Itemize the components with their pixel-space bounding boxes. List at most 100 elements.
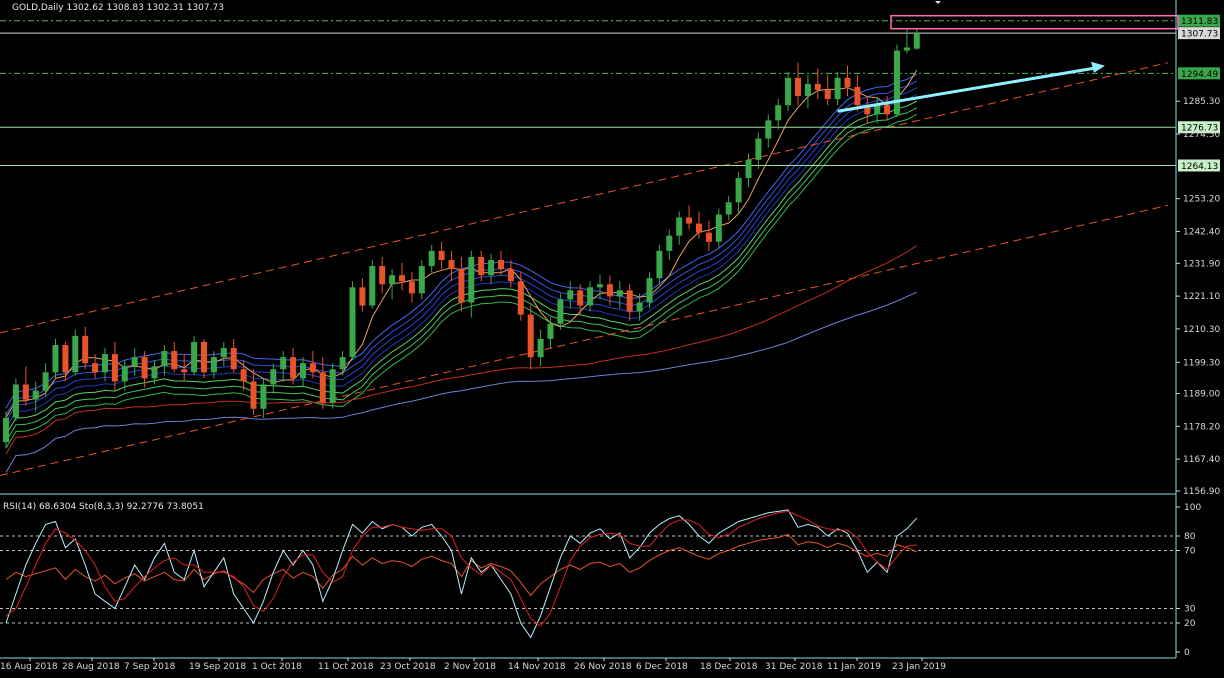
level-tag-label: 1294.49: [1181, 70, 1218, 80]
candle-body: [22, 384, 29, 400]
candle-body: [547, 323, 554, 339]
candle-body: [735, 178, 742, 203]
level-tag-label: 1307.73: [1181, 30, 1218, 40]
candle-body: [201, 341, 207, 373]
time-tick-label: 16 Aug 2018: [0, 662, 58, 672]
candle-body: [616, 290, 623, 297]
level-tag-bg: [1178, 14, 1220, 27]
candle-body: [210, 357, 217, 373]
time-tick-label: 18 Dec 2018: [700, 662, 758, 672]
level-tag-bg: [1178, 159, 1220, 172]
time-tick-label: 26 Nov 2018: [574, 662, 632, 672]
price-tick-label: 1221.10: [1183, 292, 1220, 302]
candle-body: [141, 357, 148, 379]
time-tick-label: 19 Sep 2018: [189, 662, 246, 672]
candle-body: [874, 105, 881, 115]
candle-body: [814, 83, 821, 90]
oscillator-panel: 100 80 70 30 20 0: [0, 503, 1201, 658]
price-tick-label: 1199.30: [1183, 358, 1220, 368]
candle-body: [428, 250, 435, 267]
scroll-marker-icon: [935, 1, 941, 4]
price-tick-label: 1189.00: [1183, 390, 1220, 400]
candle-body: [577, 290, 584, 306]
candle-body: [804, 83, 811, 97]
level-tag-bg: [1178, 121, 1220, 134]
candle-body: [290, 357, 297, 379]
candle-body: [913, 33, 920, 49]
osc-tick-label: 0: [1184, 648, 1190, 658]
candle-body: [795, 77, 801, 97]
candle-body: [884, 105, 891, 115]
candle-body: [527, 314, 534, 358]
time-tick-label: 14 Nov 2018: [508, 662, 566, 672]
osc-series-line: [5, 510, 917, 627]
candle-body: [824, 89, 831, 100]
candle-body: [725, 202, 732, 215]
time-tick-label: 28 Aug 2018: [62, 662, 120, 672]
candle-body: [686, 217, 693, 224]
osc-tick-label: 30: [1184, 605, 1196, 615]
candle-body: [250, 381, 257, 409]
candle-body: [82, 335, 89, 364]
candle-body: [587, 287, 594, 306]
candle-body: [260, 384, 267, 409]
price-axis: 1167.40 1178.20 1189.00 1199.30 1210.30 1221.…: [0, 0, 1220, 659]
annotations: [837, 1, 1179, 113]
symbol-header: GOLD,Daily 1302.62 1308.83 1302.31 1307.…: [12, 3, 224, 13]
candle-body: [12, 384, 19, 418]
candle-body: [626, 290, 633, 312]
candle-body: [62, 344, 69, 373]
price-tick-label: 1156.90: [1183, 487, 1220, 497]
osc-series-line: [5, 533, 918, 597]
candle-body: [399, 275, 405, 282]
candle-body: [418, 266, 425, 294]
candle-body: [606, 284, 613, 297]
candle-body: [537, 338, 544, 358]
osc-tick-label: 70: [1184, 547, 1196, 557]
time-axis: 16 Aug 2018 28 Aug 2018 7 Sep 2018 19 Sep 2…: [0, 658, 946, 672]
time-tick-label: 11 Oct 2018: [318, 662, 374, 672]
candle-body: [300, 363, 306, 379]
candle-body: [72, 335, 79, 373]
candle-body: [408, 281, 415, 294]
slow-ma-blue-line: [5, 291, 918, 473]
trend-arrow-shaft: [837, 66, 1098, 113]
candle-body: [557, 299, 564, 324]
time-tick-label: 2 Nov 2018: [444, 662, 496, 672]
candle-body: [636, 302, 643, 312]
candle-body: [339, 357, 346, 370]
candle-body: [656, 250, 663, 279]
indicator-label: RSI(14) 68.6304 Sto(8,3,3) 92.2776 73.80…: [3, 502, 204, 512]
candle-body: [705, 232, 712, 242]
candle-body: [488, 259, 495, 276]
candle-body: [369, 266, 376, 306]
candle-body: [864, 105, 871, 115]
time-tick-label: 6 Dec 2018: [636, 662, 688, 672]
time-tick-label: 23 Jan 2019: [892, 662, 946, 672]
candle-body: [448, 259, 455, 270]
osc-series-line: [5, 509, 918, 639]
time-tick-label: 23 Oct 2018: [380, 662, 436, 672]
candle-body: [329, 369, 336, 403]
candle-body: [181, 369, 188, 373]
candle-body: [438, 250, 445, 260]
candle-body: [785, 77, 792, 106]
candle-body: [151, 366, 158, 379]
candle-body: [676, 217, 683, 236]
level-tag-bg: [1178, 27, 1220, 40]
osc-tick-label: 80: [1184, 532, 1196, 542]
candle-body: [121, 366, 128, 382]
candle-body: [844, 77, 851, 87]
level-tag-label: 1264.13: [1181, 162, 1218, 172]
candle-body: [567, 290, 574, 300]
candle-body: [191, 341, 198, 373]
candle-body: [894, 50, 900, 115]
slow-ma-red-line: [5, 245, 918, 455]
candle-body: [389, 275, 396, 285]
candle-body: [834, 77, 841, 100]
lower-channel-line: [0, 204, 1169, 477]
candle-body: [854, 86, 861, 106]
candle-body: [478, 256, 485, 276]
